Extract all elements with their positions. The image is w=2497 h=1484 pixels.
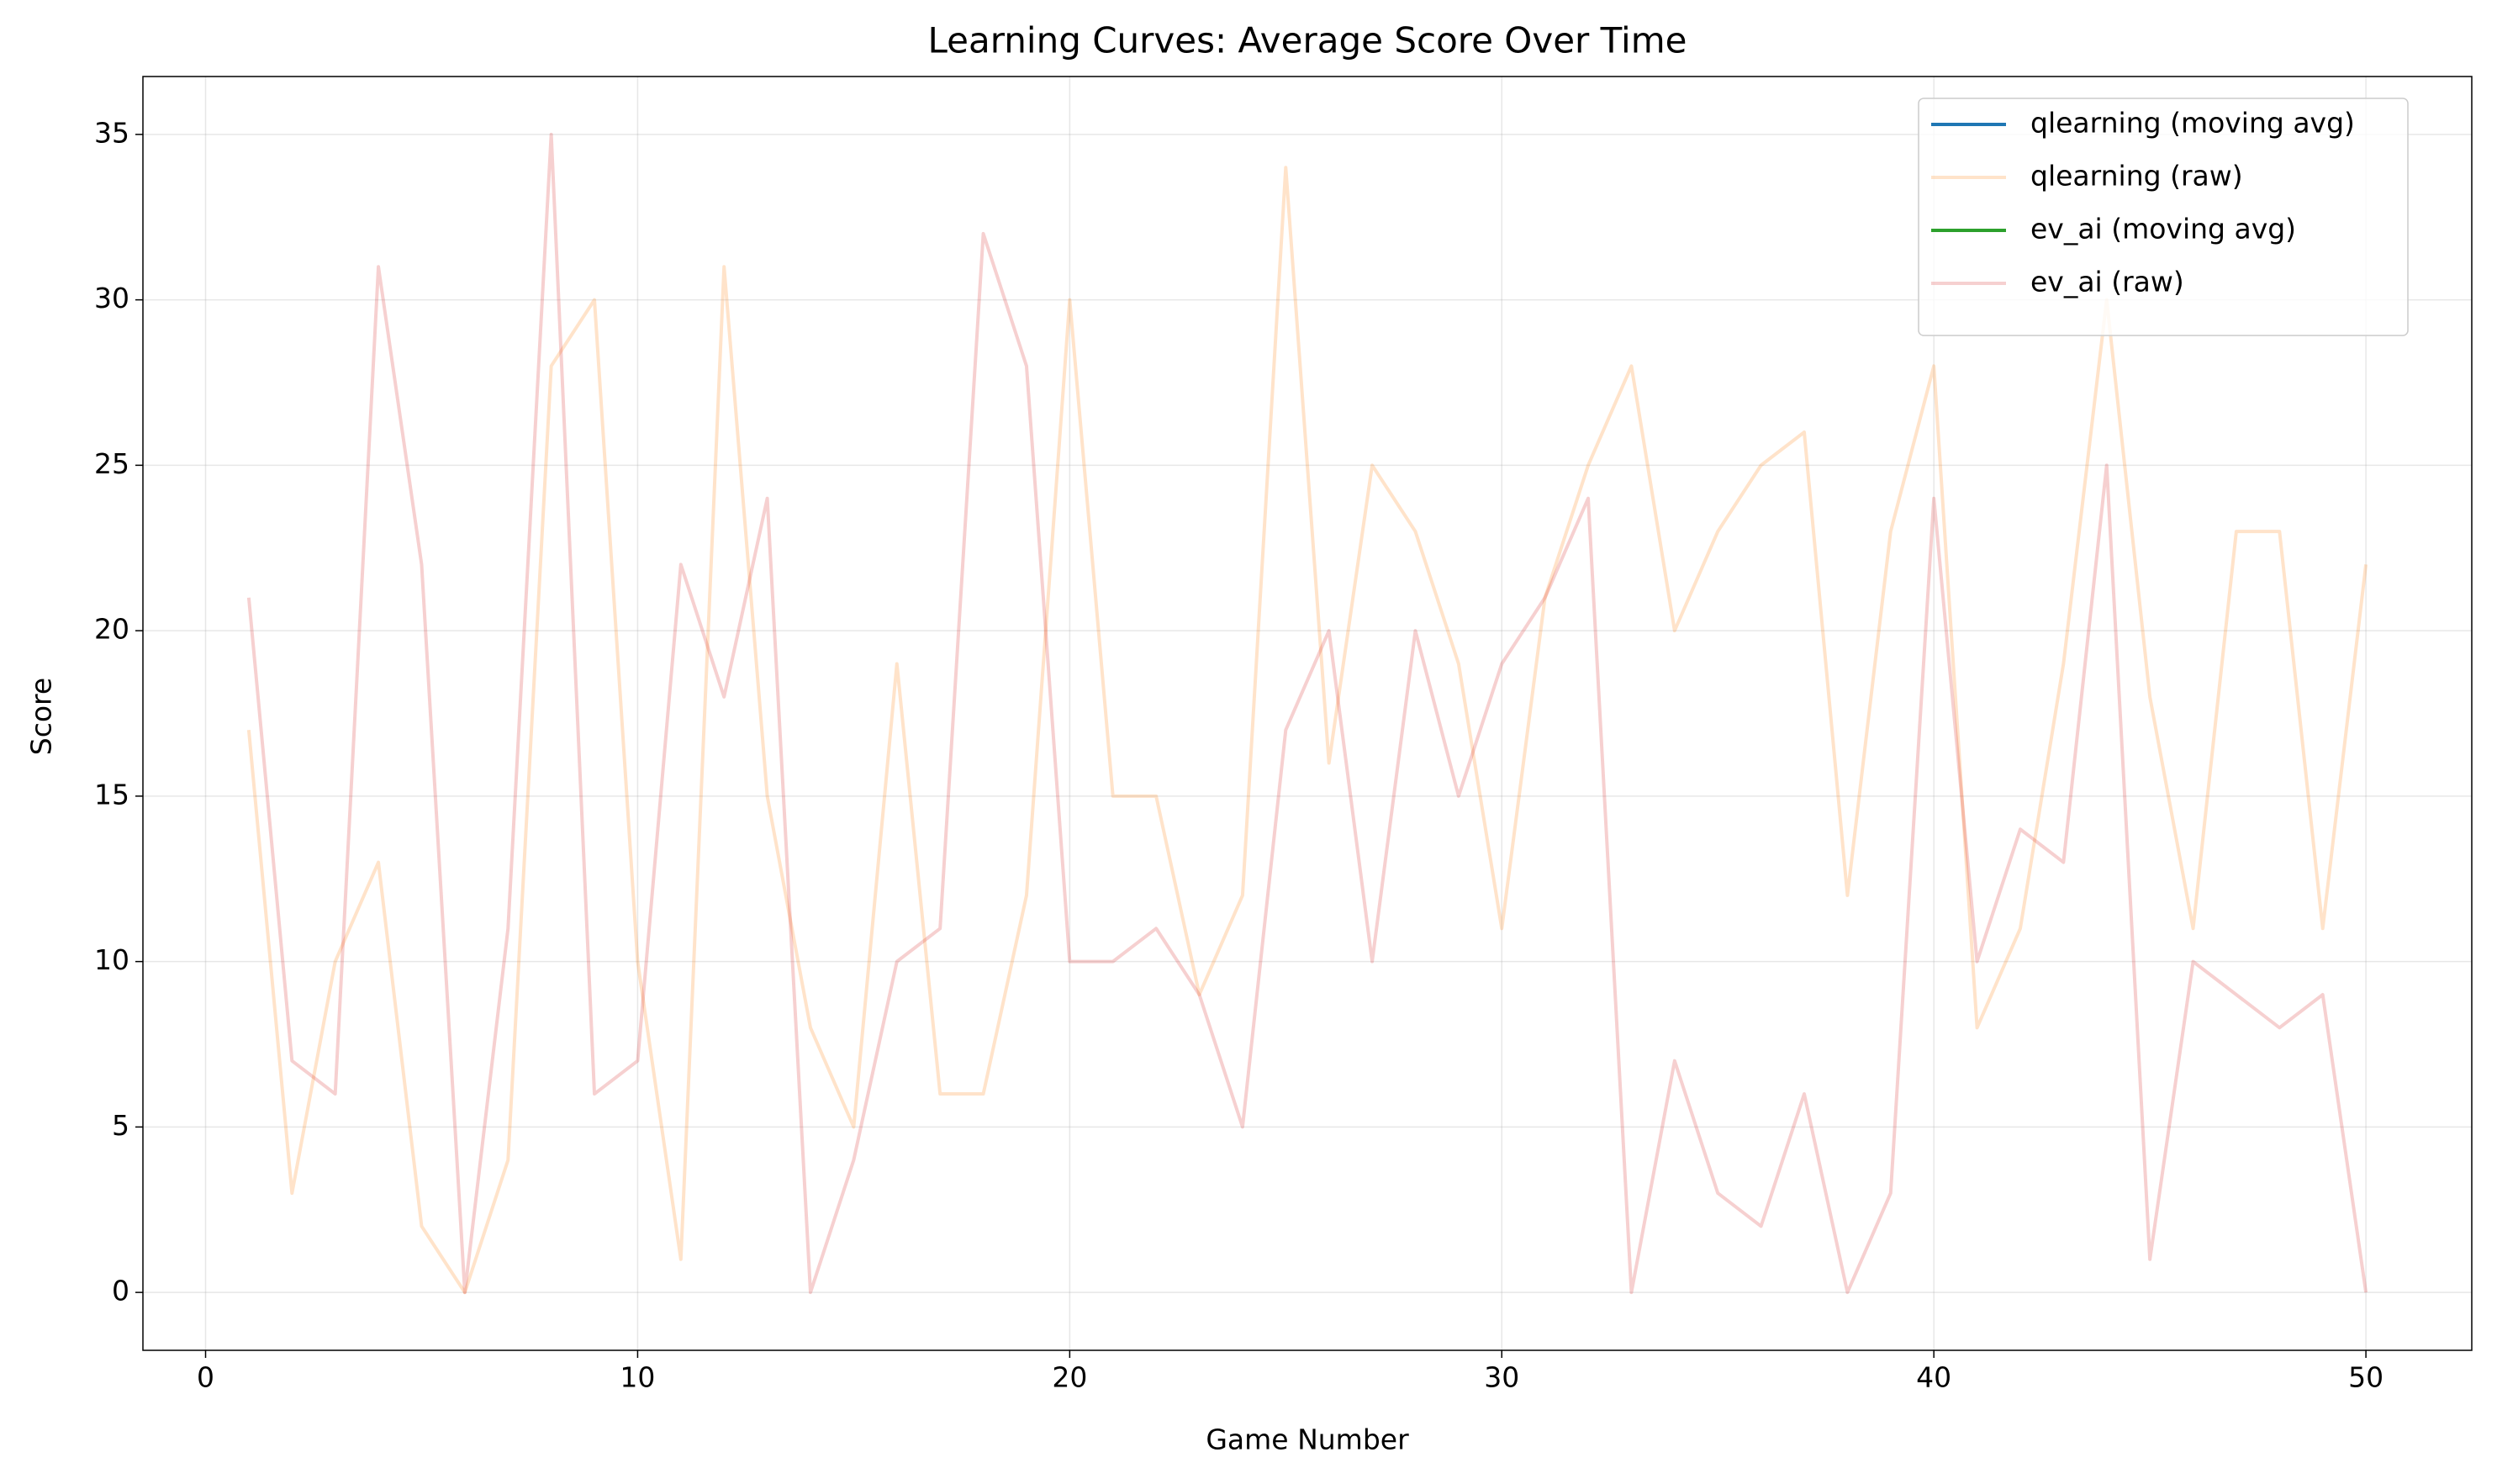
x-tick-label: 30: [1484, 1361, 1519, 1394]
y-tick-label: 30: [94, 282, 129, 314]
legend-label: qlearning (raw): [2030, 160, 2243, 193]
x-axis-label: Game Number: [1206, 1423, 1409, 1456]
chart-title: Learning Curves: Average Score Over Time: [928, 20, 1687, 61]
y-tick-label: 20: [94, 613, 129, 646]
y-tick-label: 15: [94, 778, 129, 811]
legend-label: qlearning (moving avg): [2030, 107, 2355, 140]
x-tick-label: 20: [1052, 1361, 1087, 1394]
line-series: [246, 132, 2368, 1295]
line-series: [246, 166, 2368, 1295]
plot-frame: [142, 76, 2473, 1351]
legend-label: ev_ai (moving avg): [2030, 213, 2296, 246]
x-tick-label: 10: [620, 1361, 655, 1394]
x-tick-label: 40: [1916, 1361, 1951, 1394]
legend-label: ev_ai (raw): [2030, 266, 2184, 298]
legend: qlearning (moving avg) qlearning (raw) ev_…: [1918, 98, 2409, 336]
y-tick-label: 10: [94, 943, 129, 976]
y-axis-label: Score: [25, 678, 58, 755]
y-tick-label: 0: [112, 1275, 129, 1307]
x-tick-label: 0: [197, 1361, 214, 1394]
legend-box: [1918, 98, 2409, 336]
y-tick-label: 25: [94, 447, 129, 480]
y-tick-label: 35: [94, 116, 129, 149]
x-tick-label: 50: [2348, 1361, 2384, 1394]
y-tick-label: 5: [112, 1109, 129, 1142]
